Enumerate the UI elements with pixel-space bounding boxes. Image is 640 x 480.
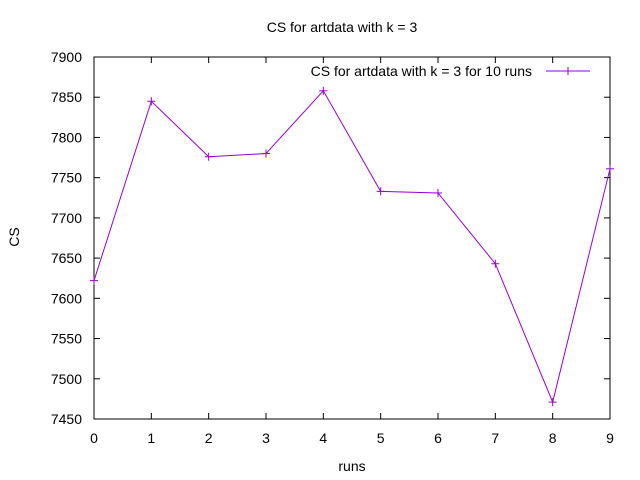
- y-tick-label: 7850: [51, 89, 82, 105]
- x-tick-label: 1: [147, 430, 155, 446]
- x-tick-label: 8: [549, 430, 557, 446]
- y-tick-label: 7450: [51, 411, 82, 427]
- x-tick-label: 3: [262, 430, 270, 446]
- y-tick-label: 7700: [51, 210, 82, 226]
- legend-label: CS for artdata with k = 3 for 10 runs: [311, 63, 532, 79]
- plot-area-border: [93, 56, 611, 420]
- data-point: [90, 276, 98, 285]
- y-tick-label: 7750: [51, 170, 82, 186]
- data-point: [147, 97, 156, 106]
- y-tick-label: 7650: [51, 250, 82, 266]
- x-tick-label: 5: [377, 430, 385, 446]
- x-tick-label: 6: [434, 430, 442, 446]
- data-point: [606, 164, 614, 173]
- x-tick-label: 7: [491, 430, 499, 446]
- axis-ticks: 0 1 2 3 4 5 6 7 8 9 7450 7500 7550 7600 7650 7700 7750 78…: [51, 49, 614, 446]
- y-tick-label: 7550: [51, 331, 82, 347]
- legend: CS for artdata with k = 3 for 10 runs: [311, 63, 590, 79]
- x-axis-label: runs: [338, 458, 365, 474]
- data-point: [491, 259, 500, 268]
- legend-marker-plus: [564, 67, 572, 75]
- x-tick-label: 2: [205, 430, 213, 446]
- chart-title: CS for artdata with k = 3: [267, 19, 418, 35]
- series-line: [93, 89, 611, 404]
- legend-marker: [564, 67, 572, 75]
- data-point: [262, 149, 270, 158]
- y-tick-label: 7500: [51, 371, 82, 387]
- x-tick-label: 0: [90, 430, 98, 446]
- data-point: [434, 188, 442, 197]
- data-point: [376, 187, 385, 196]
- data-point: [319, 86, 328, 95]
- y-axis-label: CS: [6, 227, 22, 246]
- data-point: [204, 152, 213, 161]
- x-tick-label: 9: [606, 430, 614, 446]
- y-tick-label: 7900: [51, 49, 82, 65]
- y-tick-label: 7800: [51, 129, 82, 145]
- x-tick-label: 4: [319, 430, 327, 446]
- y-tick-label: 7600: [51, 290, 82, 306]
- series-layer: [90, 86, 614, 407]
- data-point: [548, 398, 557, 407]
